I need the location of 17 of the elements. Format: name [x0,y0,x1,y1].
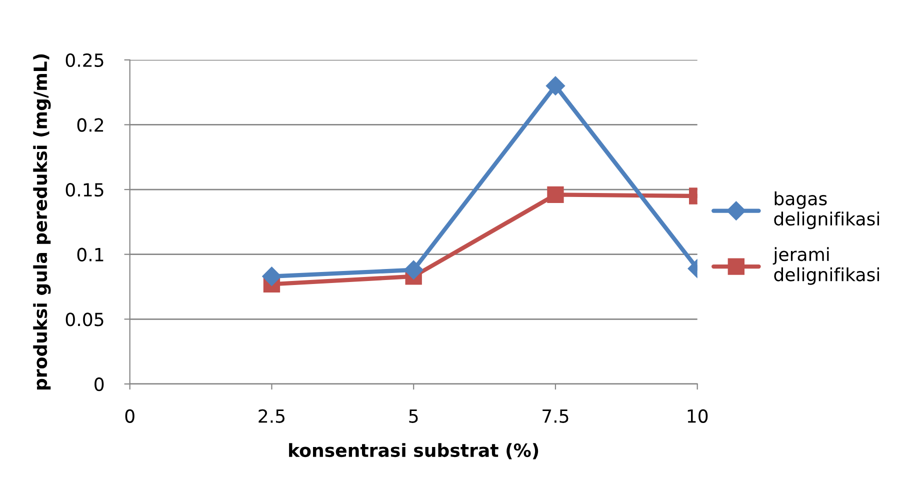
x-tick-label: 7.5 [542,410,568,423]
y-tick-label: 0.15 [66,182,104,197]
y-tick-label: 0.2 [77,118,104,132]
point [404,260,424,280]
y-tick-label: 0 [94,377,104,392]
x-tick-label: 2.5 [258,409,284,423]
legend-label: jerami delignifikasi [772,247,880,285]
x-axis-title: konsentrasi substrat (%) [289,443,538,460]
legend-label: bagas delignifikasi [774,191,880,230]
y-tick-label: 0.05 [66,312,104,326]
point [262,266,282,286]
x-tick-label: 10 [688,409,708,423]
x-tick-label: 5 [409,410,418,423]
y-tick-label: 0.1 [77,248,104,262]
y-tick-label: 0.25 [66,53,104,68]
y-axis-title: produksi gula pereduksi (mg/mL) [33,54,51,390]
x-tick-label: 0 [125,409,134,423]
